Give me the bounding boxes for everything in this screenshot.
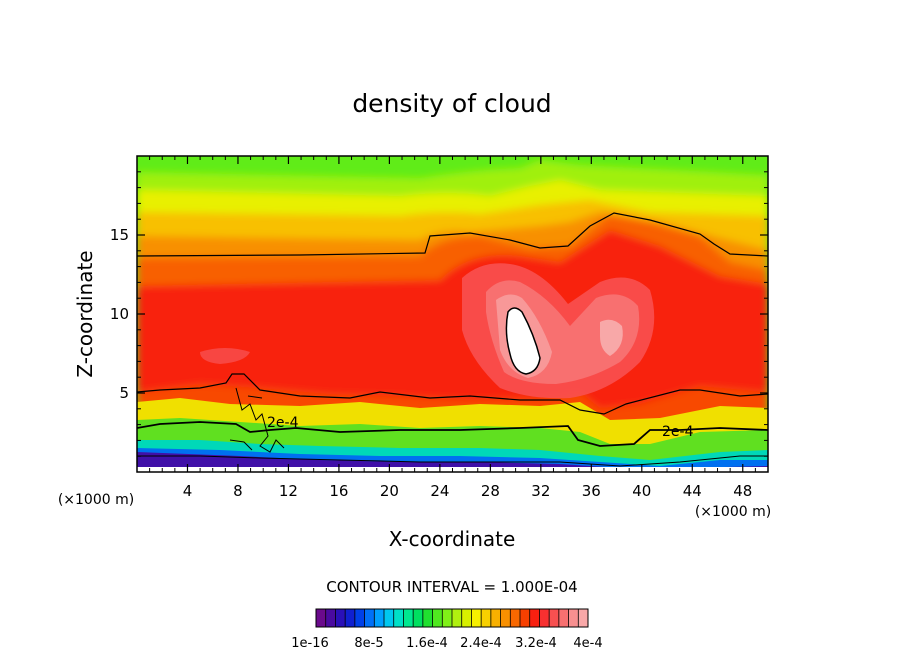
- colorbar-tick-label: 1.6e-4: [406, 636, 448, 651]
- y-axis-label: Z-coordinate: [73, 250, 97, 377]
- colorbar-swatch: [520, 609, 531, 627]
- colorbar-swatch: [413, 609, 424, 627]
- region-pink-left: [200, 348, 250, 364]
- x-axis: 4 8 12 16 20 24 28 32 36 40 44 48: [149, 156, 756, 500]
- colorbar-swatch: [393, 609, 404, 627]
- colorbar-tick-label: 2.4e-4: [460, 636, 502, 651]
- colorbar-swatch: [345, 609, 356, 627]
- colorbar-tick-label: 8e-5: [354, 636, 383, 651]
- colorbar-swatch: [384, 609, 395, 627]
- colorbar-swatch: [510, 609, 521, 627]
- x-tick-label: 8: [233, 482, 243, 500]
- colorbar-swatch: [335, 609, 346, 627]
- contour-low: [137, 455, 768, 467]
- colorbar-swatch: [549, 609, 560, 627]
- contour-noise: [229, 387, 285, 453]
- colorbar-swatch: [374, 609, 385, 627]
- chart-title: density of cloud: [352, 89, 551, 118]
- colorbar-tick-label: 1e-16: [291, 636, 329, 651]
- x-tick-label: 40: [632, 482, 651, 500]
- colorbar: [315, 608, 589, 628]
- x-unit-label: (×1000 m): [695, 504, 771, 520]
- colorbar-swatch: [354, 609, 365, 627]
- contour-upper: [137, 212, 768, 257]
- x-tick-label: 4: [183, 482, 193, 500]
- y-tick-label: 15: [110, 226, 129, 244]
- contour-mid: [137, 373, 768, 415]
- colorbar-frame: [315, 608, 589, 628]
- region-max-white: [505, 307, 541, 375]
- colorbar-swatch: [403, 609, 414, 627]
- colorbar-swatch: [529, 609, 540, 627]
- plot-field: [137, 156, 768, 472]
- contour-labels: 2e-4 2e-4: [267, 415, 694, 440]
- colorbar-swatch: [422, 609, 433, 627]
- colorbar-swatch: [481, 609, 492, 627]
- colorbar-swatch: [490, 609, 501, 627]
- contour-label-right: 2e-4: [662, 424, 694, 440]
- contour-interval: CONTOUR INTERVAL = 1.000E-04: [326, 578, 577, 596]
- x-tick-label: 48: [733, 482, 752, 500]
- x-tick-label: 36: [582, 482, 601, 500]
- x-tick-label: 28: [481, 482, 500, 500]
- colorbar-swatch: [558, 609, 569, 627]
- colorbar-swatch: [325, 609, 336, 627]
- x-tick-label: 24: [430, 482, 449, 500]
- x-tick-label: 44: [683, 482, 702, 500]
- x-tick-label: 20: [380, 482, 399, 500]
- colorbar-swatch: [364, 609, 375, 627]
- colorbar-swatch: [539, 609, 550, 627]
- colorbar-swatch: [578, 609, 589, 627]
- colorbar-swatch: [568, 609, 579, 627]
- colorbar-swatch: [442, 609, 453, 627]
- y-tick-label: 10: [110, 305, 129, 323]
- x-tick-label: 12: [279, 482, 298, 500]
- y-unit-label: (×1000 m): [58, 492, 134, 508]
- x-axis-label: X-coordinate: [389, 527, 516, 551]
- colorbar-swatch: [500, 609, 511, 627]
- colorbar-labels: 1e-16 8e-5 1.6e-4 2.4e-4 3.2e-4 4e-4: [291, 636, 602, 651]
- colorbar-swatch: [432, 609, 443, 627]
- colorbar-swatch: [461, 609, 472, 627]
- colorbar-swatch: [316, 609, 327, 627]
- y-axis: 5 10 15: [110, 171, 768, 457]
- colorbar-tick-label: 3.2e-4: [515, 636, 557, 651]
- x-tick-label: 32: [531, 482, 550, 500]
- y-tick-label: 5: [119, 384, 129, 402]
- colorbar-swatch: [452, 609, 463, 627]
- colorbar-swatch: [471, 609, 482, 627]
- colorbar-tick-label: 4e-4: [573, 636, 602, 651]
- x-tick-label: 16: [329, 482, 348, 500]
- region-pink-lightest: [600, 319, 623, 356]
- contour-2e-4: [137, 421, 768, 447]
- contour-label-left: 2e-4: [267, 415, 299, 431]
